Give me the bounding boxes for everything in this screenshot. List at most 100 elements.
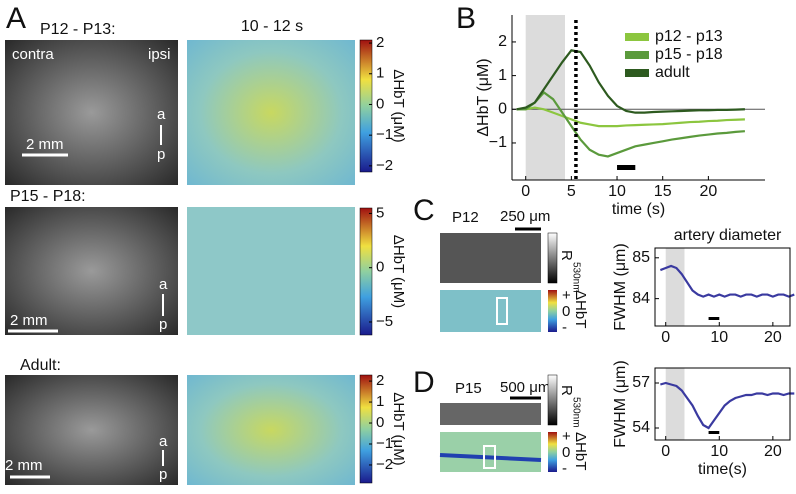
side-label: ipsi	[148, 46, 171, 63]
y-axis-label: ΔHbT (μM)	[475, 58, 492, 136]
cb-tick-label: 0	[376, 414, 384, 431]
x-tick-label: 10	[710, 329, 728, 346]
x-tick-label: 20	[764, 329, 782, 346]
plot-frame	[654, 367, 791, 441]
y-tick-label: 57	[632, 374, 650, 391]
heatmap	[187, 207, 355, 335]
series-line	[660, 381, 795, 430]
side-label: contra	[12, 46, 54, 63]
cb-label: R	[558, 385, 575, 396]
vessel	[439, 453, 542, 462]
axis-a: a	[159, 433, 168, 450]
colorbar	[359, 207, 373, 336]
row-title: Adult:	[20, 357, 61, 374]
cb-label-sub: 530nm	[570, 262, 581, 293]
shaded-interval	[665, 368, 685, 440]
cb-tick: -	[562, 460, 567, 477]
age: P12	[452, 209, 479, 226]
scale-bar-label: 2 mm	[10, 312, 48, 329]
cb-label: ΔHbT (μM)	[390, 69, 407, 142]
heatmap	[187, 40, 355, 185]
cb-tick-label: 2	[376, 372, 384, 389]
cb-label: ΔHbT	[572, 432, 589, 470]
cb-tick-label: −5	[376, 313, 393, 330]
colorbar	[547, 374, 558, 426]
cb-label: ΔHbT	[572, 290, 589, 328]
colorbar	[548, 432, 557, 472]
x-tick-label: 10	[608, 183, 626, 200]
colorbar	[359, 39, 373, 173]
x-tick-label: 15	[654, 183, 672, 200]
cb-tick-label: 2	[376, 34, 384, 51]
heatmap	[187, 375, 355, 485]
photo	[5, 375, 178, 485]
x-axis-label: time (s)	[612, 201, 665, 218]
series-line	[659, 264, 795, 298]
time-bar	[708, 317, 720, 320]
cb-tick: 0	[562, 444, 570, 461]
cb-tick-label: 0	[376, 259, 384, 276]
series-line	[516, 49, 745, 114]
shaded-interval	[525, 15, 565, 180]
legend-label: adult	[655, 64, 690, 81]
cb-tick: +	[562, 428, 571, 445]
heatmap	[440, 432, 541, 472]
y-axis-label: FWHM (μm)	[612, 360, 629, 447]
y-tick-label: 2	[498, 33, 507, 50]
legend-swatch	[625, 69, 649, 77]
heatmap	[440, 290, 541, 332]
axis-p: p	[159, 316, 167, 333]
cb-tick-label: 1	[376, 393, 384, 410]
legend-label: p15 - p18	[655, 46, 723, 63]
roi	[483, 445, 496, 469]
cb-tick-label: −1	[376, 435, 393, 452]
x-tick-label: 10	[710, 443, 728, 460]
y-axis-label: FWHM (μm)	[612, 243, 629, 330]
y-tick-label: 84	[632, 290, 650, 307]
colorbar	[359, 374, 373, 484]
legend-swatch	[625, 51, 649, 59]
row-title: P12 - P13:	[40, 21, 116, 38]
chart-title: artery diameter	[674, 227, 782, 244]
cb-tick-label: 1	[376, 65, 384, 82]
axis-p: p	[159, 466, 167, 483]
axis-a: a	[157, 106, 166, 123]
panel-label: B	[456, 2, 476, 35]
cb-tick: -	[562, 319, 567, 336]
panel-label: C	[413, 194, 435, 227]
legend-swatch	[625, 33, 649, 41]
x-tick-label: 0	[661, 329, 670, 346]
cb-tick-label: 5	[376, 204, 384, 221]
x-tick-label: 20	[764, 443, 782, 460]
photo	[440, 403, 541, 425]
cb-tick-label: −2	[376, 157, 393, 174]
photo	[440, 233, 541, 283]
roi	[496, 297, 508, 325]
y-tick-label: 1	[498, 67, 507, 84]
age: P15	[455, 380, 482, 397]
cb-label: R	[558, 250, 575, 261]
cb-tick-label: −2	[376, 456, 393, 473]
x-axis-label: time(s)	[698, 461, 747, 478]
cb-label: ΔHbT (μM)	[390, 392, 407, 465]
scale-bar-label: 2 mm	[5, 457, 43, 474]
y-tick-label: 85	[632, 249, 650, 266]
x-tick-label: 0	[661, 443, 670, 460]
scale-bar-label: 500 μm	[500, 379, 550, 396]
cb-label: ΔHbT (μM)	[390, 235, 407, 308]
series-line	[516, 106, 745, 128]
time-bar	[617, 165, 636, 170]
y-tick-label: 54	[632, 419, 650, 436]
time-bar	[708, 431, 720, 434]
x-tick-label: 5	[567, 183, 576, 200]
row-title: P15 - P18:	[10, 188, 86, 205]
cb-label-sub: 530nm	[570, 397, 581, 428]
cb-tick: 0	[562, 303, 570, 320]
time-window: 10 - 12 s	[241, 18, 303, 35]
x-tick-label: 20	[699, 183, 717, 200]
plot-frame	[654, 247, 791, 327]
series-line	[516, 90, 745, 158]
y-tick-label: 0	[498, 101, 507, 118]
